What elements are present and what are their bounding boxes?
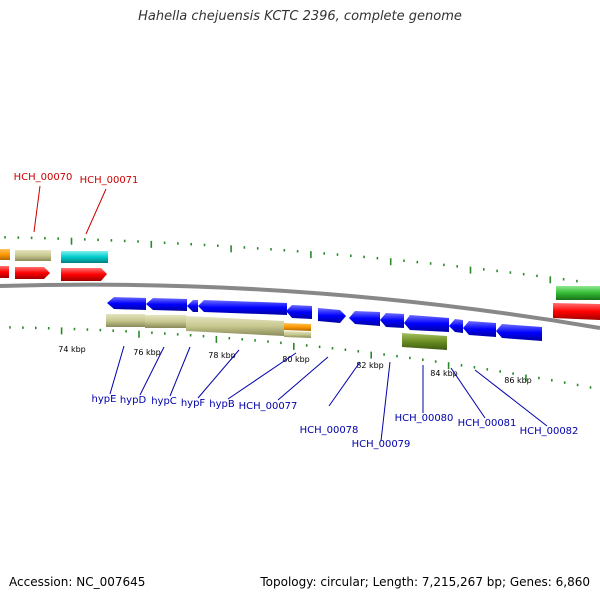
tick-label: 86 kbp [504,376,532,385]
gene-label-hch-00081[interactable]: HCH_00081 [458,418,517,429]
map-title: Hahella chejuensis KCTC 2396, complete g… [138,9,462,24]
feature-tan-2 [145,315,186,328]
tick-label: 78 kbp [208,351,236,360]
tick-label: 74 kbp [58,345,86,354]
gene-hch-00082-arrow-2 [496,324,542,341]
gene-label-hypd[interactable]: hypD [120,395,147,406]
gene-label-hch-00071[interactable]: HCH_00071 [80,175,139,186]
gene-hch-00071-cyan [61,251,108,263]
reverse-strand-genes [107,297,542,341]
feature-track [106,314,447,350]
gene-hypf-arrow [198,300,287,315]
leader-line [450,367,486,419]
gene-labels: HCH_00070 HCH_00071 hypE hypD hypC hypF hypB HC… [14,172,579,450]
leader-line [33,185,41,233]
gene-label-hypf[interactable]: hypF [181,398,206,409]
gene-label-hch-00080[interactable]: HCH_00080 [395,413,454,424]
feature-tan-3 [186,316,284,336]
gene-label-hch-00077[interactable]: HCH_00077 [239,401,298,412]
gene-label-hype[interactable]: hypE [92,394,117,405]
gene-red-right [553,303,600,320]
gene-label-hch-00082[interactable]: HCH_00082 [520,426,579,437]
gene-label-hypc[interactable]: hypC [151,396,177,407]
leader-line [139,346,165,396]
gene-green-right [556,286,600,300]
gene-label-hch-00078[interactable]: HCH_00078 [300,425,359,436]
tick-labels: 74 kbp 76 kbp 78 kbp 80 kbp 82 kbp 84 kbp 86 k… [58,345,532,385]
gene-orange-left [0,249,10,260]
gene-label-hypb[interactable]: hypB [209,399,235,410]
leader-line [109,345,125,395]
leader-line [227,352,297,400]
feature-tan-1 [106,314,145,327]
gene-hype-arrow [107,297,146,310]
leader-line [380,361,391,442]
leader-line [169,346,191,397]
inner-tick-row [9,326,592,389]
gene-hypd-arrow [146,298,187,311]
gene-hch-00070-tan [15,250,51,261]
gene-hch-00082-arrow-1 [463,321,496,337]
gene-hypc-arrow [187,300,198,312]
tick-label: 76 kbp [133,348,161,357]
gene-hch-00077-arrow [318,308,346,323]
gene-hch-00080-arrow [404,315,449,332]
genome-backbone [0,282,600,330]
feature-orange [284,323,311,331]
leader-line [277,356,329,401]
gene-hch-00081-arrow [449,319,463,333]
forward-strand-genes [0,249,600,320]
gene-hch-00079-arrow [380,313,404,328]
gene-red-hch-00071 [61,268,107,281]
gene-hypb-arrow [286,305,312,319]
tick-label: 82 kbp [356,361,384,370]
leader-line [474,369,548,427]
feature-olive [402,333,447,350]
tick-label: 80 kbp [282,355,310,364]
feature-tan-4 [284,331,311,338]
label-leader-lines [33,185,548,442]
topology-info-text: Topology: circular; Length: 7,215,267 bp… [260,575,590,589]
gene-red-left-1 [0,266,9,278]
leader-line [85,188,107,235]
outer-tick-row [4,236,578,284]
gene-label-hch-00079[interactable]: HCH_00079 [352,439,411,450]
gene-red-hch-00070 [15,267,50,279]
tick-label: 84 kbp [430,369,458,378]
gene-label-hch-00070[interactable]: HCH_00070 [14,172,73,183]
gene-hch-00078-arrow [349,311,380,326]
accession-text: Accession: NC_007645 [9,575,146,589]
leader-line [328,361,361,407]
leader-line [197,349,240,399]
